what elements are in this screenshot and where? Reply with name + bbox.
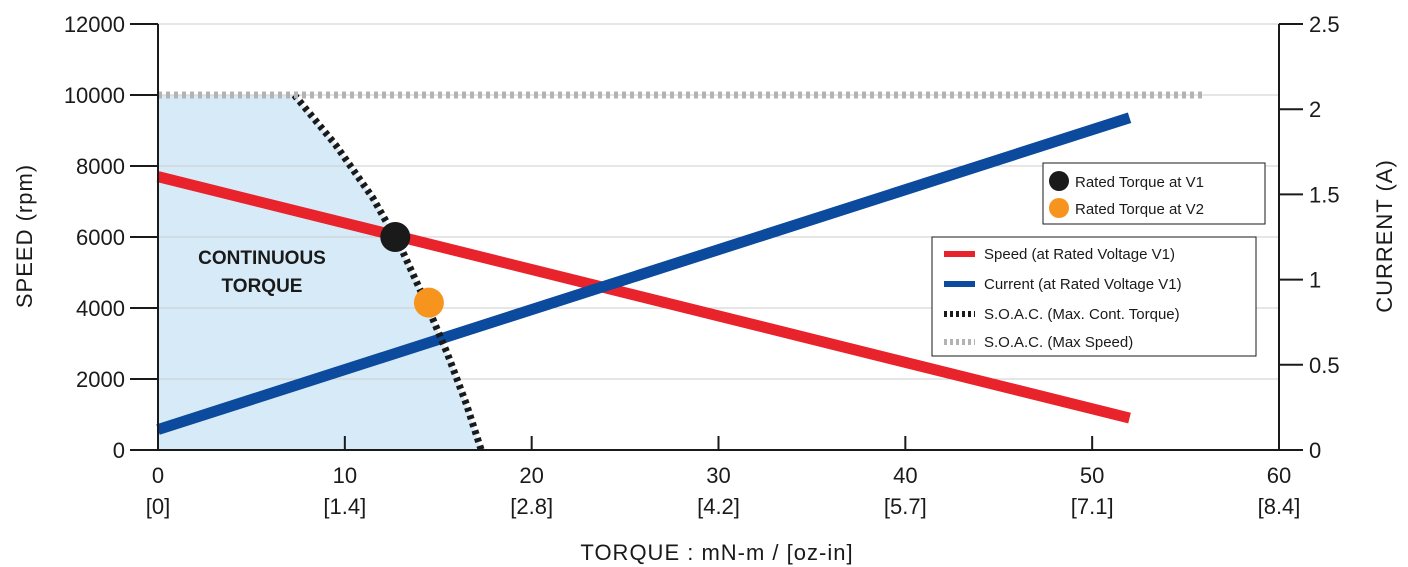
points-layer: [380, 222, 444, 318]
y2-tick-label-3: 1.5: [1309, 182, 1340, 207]
legend-label-soac-speed: S.O.A.C. (Max Speed): [984, 334, 1133, 351]
x-tick-label-2: 20: [519, 463, 543, 488]
series-line-2: [291, 92, 485, 452]
legend-series-box: Speed (at Rated Voltage V1) Current (at …: [931, 236, 1257, 357]
continuous-torque-region-layer: [158, 95, 482, 450]
y-tick-label-1: 2000: [76, 367, 125, 392]
legend-points-frame: [1042, 162, 1266, 225]
series-line-0: [156, 171, 1131, 424]
y-tick-label-3: 6000: [76, 225, 125, 250]
legend-label-current: Current (at Rated Voltage V1): [984, 276, 1182, 293]
point-marker-0: [380, 222, 411, 252]
legend-marker-rated-v1: [1049, 171, 1069, 191]
y-tick-label-6: 12000: [64, 12, 125, 37]
x-tick-label-4: 40: [893, 463, 917, 488]
x-tick-sublabel-3: [4.2]: [697, 494, 740, 519]
series-line-1: [156, 112, 1132, 435]
x-tick-sublabel-4: [5.7]: [884, 494, 927, 519]
x-tick-label-6: 60: [1267, 463, 1291, 488]
legend-label-speed: Speed (at Rated Voltage V1): [984, 246, 1175, 263]
x-tick-label-1: 10: [333, 463, 357, 488]
y2-tick-label-0: 0: [1309, 438, 1321, 463]
x-tick-label-3: 30: [706, 463, 730, 488]
point-marker-1: [413, 287, 444, 318]
y2-tick-label-5: 2.5: [1309, 12, 1340, 37]
x-tick-sublabel-0: [0]: [146, 494, 170, 519]
y-tick-label-2: 4000: [76, 296, 125, 321]
region-label-line-2: TORQUE: [222, 276, 303, 297]
x-tick-sublabel-5: [7.1]: [1071, 494, 1114, 519]
continuous-torque-region: [158, 95, 482, 450]
series-layer: [156, 91, 1205, 452]
x-tick-sublabel-1: [1.4]: [323, 494, 366, 519]
y-axis-title: SPEED (rpm): [12, 164, 37, 308]
x-tick-label-5: 50: [1080, 463, 1104, 488]
legend-label-rated-v2: Rated Torque at V2: [1075, 201, 1204, 218]
region-label-line-1: CONTINUOUS: [198, 248, 326, 269]
y2-tick-label-2: 1: [1309, 268, 1321, 293]
x-tick-sublabel-2: [2.8]: [510, 494, 553, 519]
y-tick-label-0: 0: [113, 438, 125, 463]
x-axis-title: TORQUE : mN-m / [oz-in]: [580, 540, 853, 565]
legend-label-rated-v1: Rated Torque at V1: [1075, 174, 1204, 191]
y2-tick-label-4: 2: [1309, 97, 1321, 122]
y-tick-label-4: 8000: [76, 154, 125, 179]
legend-points-box: Rated Torque at V1 Rated Torque at V2: [1042, 162, 1266, 225]
y-tick-label-5: 10000: [64, 83, 125, 108]
legend-marker-rated-v2: [1049, 198, 1069, 218]
y2-tick-label-1: 0.5: [1309, 353, 1340, 378]
axes-layer: 0 2000 4000 6000 8000 10000 12000 0 0.5 1 1.5 2 2.5 0…: [64, 12, 1340, 519]
legend-label-soac-torque: S.O.A.C. (Max. Cont. Torque): [984, 306, 1180, 323]
y2-axis-title: CURRENT (A): [1372, 159, 1397, 313]
x-tick-label-0: 0: [152, 463, 164, 488]
legend-series-frame: [931, 236, 1257, 357]
x-tick-sublabel-6: [8.4]: [1258, 494, 1301, 519]
